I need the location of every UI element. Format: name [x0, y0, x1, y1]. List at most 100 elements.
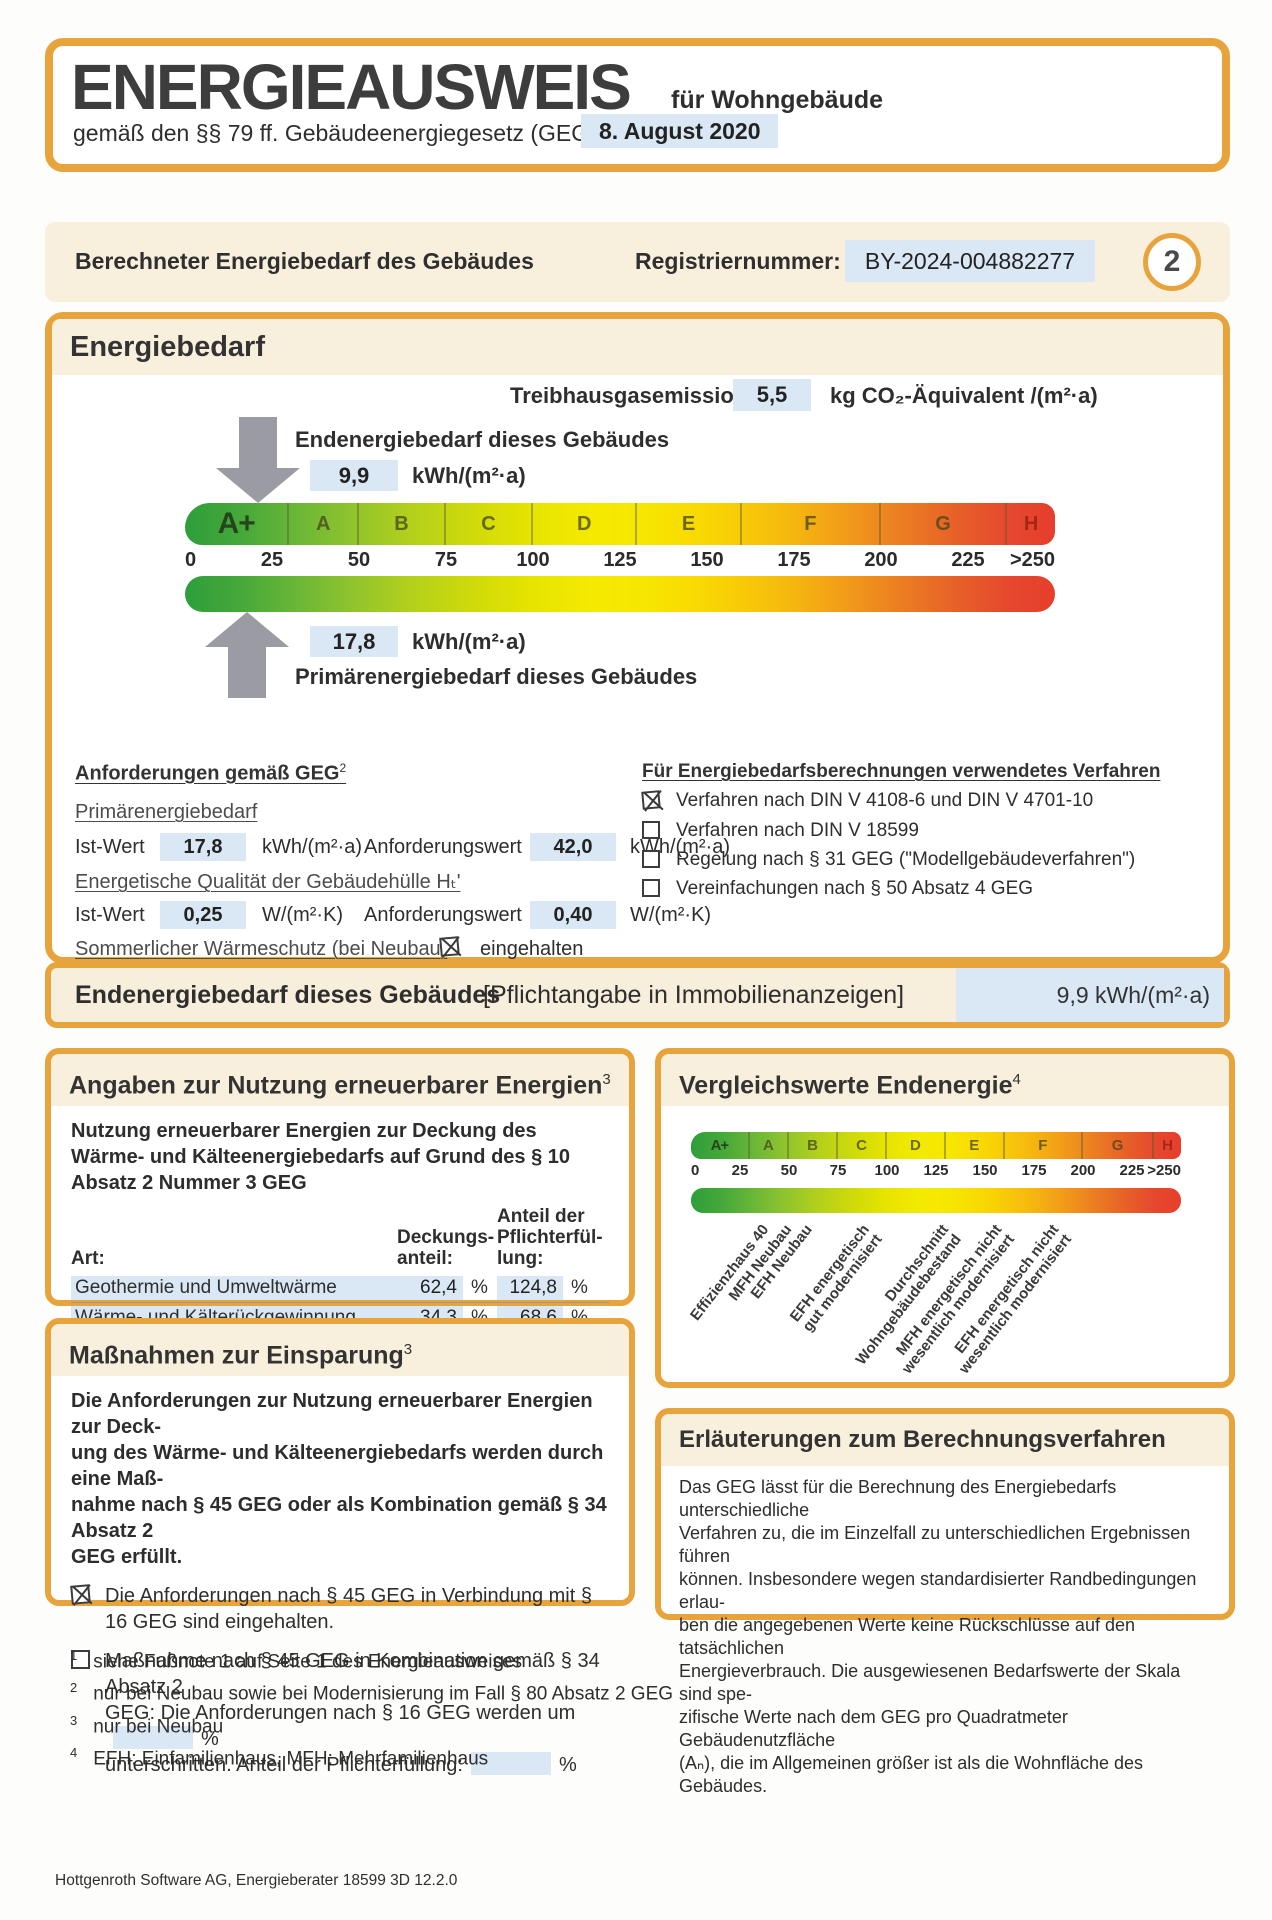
scale-tick: 225: [1119, 1162, 1145, 1179]
method-option: Vereinfachungen nach § 50 Absatz 4 GEG: [642, 878, 1222, 900]
footnote-text: nur bei Neubau: [93, 1715, 224, 1737]
comparison-body: A+ A B C D E F G H 0 25 50 75 100 125 15…: [661, 1106, 1229, 1382]
envelope-quality-heading: Energetische Qualität der Gebäudehülle H…: [75, 871, 461, 893]
measures-body: Die Anforderungen zur Nutzung erneuerbar…: [51, 1376, 629, 1778]
explanation-panel: Erläuterungen zum Berechnungsverfahren D…: [655, 1408, 1235, 1796]
percent-input-field: [470, 1752, 551, 1775]
scale-segment-h: H: [1007, 503, 1055, 545]
arrow-up-head: [205, 612, 289, 647]
scale-segment-c: C: [838, 1132, 887, 1159]
scale-tick: 125: [603, 549, 637, 571]
law-date-value: 8. August 2020: [581, 114, 779, 148]
table-row: Geothermie und Umweltwärme 62,4% 124,8%: [71, 1273, 609, 1303]
summer-heat-protection-checkbox[interactable]: [439, 936, 460, 957]
ghg-emissions-unit: kg CO₂-Äquivalent /(m²·a): [830, 383, 1098, 408]
method-option-label: Verfahren nach DIN V 4108-6 und DIN V 47…: [676, 790, 1094, 811]
method-checkbox[interactable]: [642, 879, 660, 897]
requirement-unit: W/(m²·K): [630, 904, 712, 926]
duty-unit: %: [571, 1276, 588, 1298]
scale-tick: 75: [434, 549, 458, 571]
arrow-down-shaft: [239, 417, 277, 468]
register-number-label: Registriernummer:: [635, 248, 841, 274]
method-option-label: Regelung nach § 31 GEG ("Modellgebäudeve…: [676, 849, 1136, 870]
end-energy-value: 9,9: [310, 460, 398, 491]
renewables-panel: Angaben zur Nutzung erneuerbarer Energie…: [45, 1048, 635, 1360]
footnote-text: nur bei Neubau sowie bei Modernisierung …: [93, 1683, 674, 1705]
comparison-scale-ticks: 0 25 50 75 100 125 150 175 200 225 >250: [691, 1162, 1181, 1182]
register-number-value: BY-2024-004882277: [845, 240, 1095, 282]
scale-tick: 200: [864, 549, 898, 571]
building-type-label: für Wohngebäude: [671, 86, 884, 114]
energy-panel-body: Treibhausgasemissionen 5,5 kg CO₂-Äquiva…: [52, 375, 1223, 960]
comparison-footnote-ref: 4: [1012, 1071, 1021, 1088]
measures-title: Maßnahmen zur Einsparung3: [51, 1324, 629, 1376]
measures-option-2-label: Maßnahme nach § 45 GEG in Kombination ge…: [105, 1648, 609, 1778]
method-checkbox[interactable]: [642, 821, 660, 839]
scale-tick: 25: [260, 549, 284, 571]
arrow-down-head: [216, 468, 300, 503]
scale-tick: 200: [1070, 1162, 1096, 1179]
ist-unit: W/(m²·K): [262, 904, 344, 926]
ist-label: Ist-Wert: [75, 904, 145, 926]
primary-energy-value: 17,8: [310, 626, 398, 657]
requirements-heading: Anforderungen gemäß GEG2: [75, 761, 346, 786]
envelope-requirement-row: Ist-Wert 0,25 W/(m²·K) Anforderungswert …: [52, 901, 812, 931]
footnote-ref: 3: [70, 1712, 78, 1728]
energy-panel-title: Energiebedarf: [52, 319, 1223, 375]
method-option: Verfahren nach DIN V 18599: [642, 820, 1222, 842]
measures-option-1-checkbox[interactable]: [70, 1584, 91, 1605]
energy-demand-panel: Energiebedarf Treibhausgasemissionen 5,5…: [45, 312, 1230, 964]
scale-letter: D: [909, 1137, 921, 1154]
comparison-scale-band: A+ A B C D E F G H: [691, 1132, 1181, 1159]
percent-input-field: [113, 1726, 193, 1749]
scale-segment-a: A: [289, 503, 359, 545]
measures-panel: Maßnahmen zur Einsparung3 Die Anforderun…: [45, 1318, 635, 1776]
summer-heat-protection-heading: Sommerlicher Wärmeschutz (bei Neubau): [75, 938, 448, 960]
scale-letter: B: [394, 512, 409, 535]
renewables-table-header: Art: Deckungs- anteil: Anteil der Pflich…: [71, 1206, 609, 1273]
scale-segment-f: F: [1005, 1132, 1083, 1159]
scale-segment-a-plus: A+: [185, 503, 290, 545]
comparison-scale-band-2: [691, 1188, 1181, 1213]
scale-letter: H: [1023, 512, 1039, 535]
footnote-ref: 1: [70, 1648, 78, 1663]
scale-letter: F: [804, 512, 817, 535]
scale-segment-e: E: [946, 1132, 1005, 1159]
scale-segment-b: B: [789, 1132, 838, 1159]
measures-option-2: Maßnahme nach § 45 GEG in Kombination ge…: [71, 1648, 609, 1778]
footnotes: 1 siehe Fußnote 1 auf Seite 1 des Energie…: [70, 1648, 673, 1777]
scale-tick: 175: [777, 549, 811, 571]
ghg-emissions-label: Treibhausgasemissionen: [510, 383, 773, 408]
method-option-label: Vereinfachungen nach § 50 Absatz 4 GEG: [676, 878, 1034, 899]
explanation-body: Das GEG lässt für die Berechnung des Ene…: [679, 1477, 1197, 1796]
scale-letter: A+: [217, 507, 256, 540]
method-option: Verfahren nach DIN V 4108-6 und DIN V 47…: [641, 790, 1222, 812]
mandatory-disclosure-banner: Endenergiebedarf dieses Gebäudes [Pflich…: [45, 962, 1230, 1028]
comparison-title: Vergleichswerte Endenergie4: [661, 1054, 1229, 1106]
law-reference: gemäß den §§ 79 ff. Gebäudeenergiegesetz…: [73, 120, 654, 147]
scale-tick: 75: [829, 1162, 847, 1179]
primary-requirement-row: Ist-Wert 17,8 kWh/(m²·a) Anforderungswer…: [52, 833, 812, 863]
scale-tick: 175: [1021, 1162, 1047, 1179]
scale-tick: 50: [780, 1162, 798, 1179]
method-checkbox[interactable]: [642, 850, 660, 868]
scale-letter: H: [1162, 1137, 1173, 1154]
scale-letter: C: [481, 512, 496, 535]
scale-segment-c: C: [446, 503, 533, 545]
renewables-intro: Nutzung erneuerbarer Energien zur Deckun…: [71, 1120, 571, 1194]
footnote: 4 EFH: Einfamilienhaus, MFH: Mehrfamilien…: [70, 1745, 673, 1770]
scale-letter: G: [1111, 1137, 1124, 1154]
summer-heat-protection-row: Sommerlicher Wärmeschutz (bei Neubau) ei…: [52, 935, 812, 965]
measures-option-2-checkbox[interactable]: [71, 1650, 90, 1669]
scale-segment-d: D: [887, 1132, 946, 1159]
footnote: 3 nur bei Neubau: [70, 1713, 673, 1738]
scale-letter: A: [315, 512, 331, 535]
scale-tick: 225: [951, 549, 985, 571]
measures-option-1-label: Die Anforderungen nach § 45 GEG in Verbi…: [105, 1585, 592, 1633]
method-checkbox[interactable]: [641, 790, 661, 810]
renewables-title-text: Angaben zur Nutzung erneuerbarer Energie…: [69, 1071, 603, 1100]
option-2-line-2: GEG: Die Anforderungen nach § 16 GEG wer…: [105, 1702, 576, 1724]
scale-tick: 100: [516, 549, 550, 571]
ist-label: Ist-Wert: [75, 836, 145, 858]
comparison-title-text: Vergleichswerte Endenergie: [679, 1071, 1013, 1100]
